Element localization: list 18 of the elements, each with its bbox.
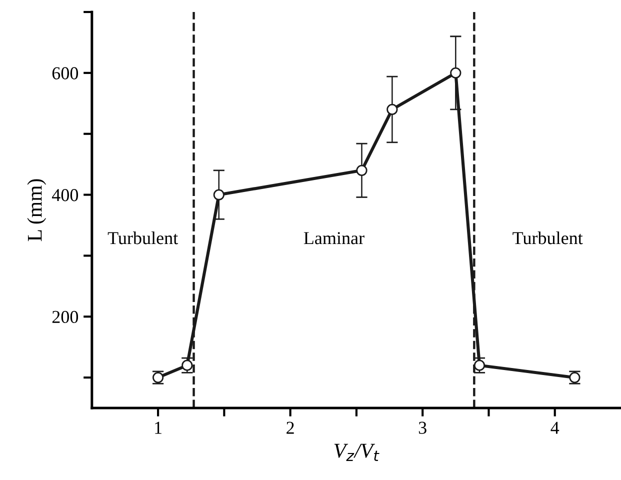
y-tick-label: 400 [52, 189, 78, 202]
x-tick-label: 4 [550, 422, 560, 434]
point [450, 67, 462, 78]
point [182, 360, 193, 371]
annotation: Turbulent [108, 232, 178, 244]
y-tick-label: 600 [52, 67, 78, 80]
x-axis-title: V$_{z}$/V$_{t}$ [334, 444, 380, 461]
x-tick-label: 3 [418, 422, 426, 434]
y-axis-title: L (mm) [27, 179, 46, 242]
annotation: Laminar [304, 232, 364, 244]
x-tick-label: 1 [155, 422, 162, 434]
point [356, 164, 368, 176]
annotation: Turbulent [512, 232, 583, 244]
x-tick-label: 2 [286, 422, 294, 434]
y-tick-label: 200 [52, 310, 78, 324]
point [474, 360, 486, 371]
point [386, 104, 398, 116]
point [213, 189, 224, 200]
